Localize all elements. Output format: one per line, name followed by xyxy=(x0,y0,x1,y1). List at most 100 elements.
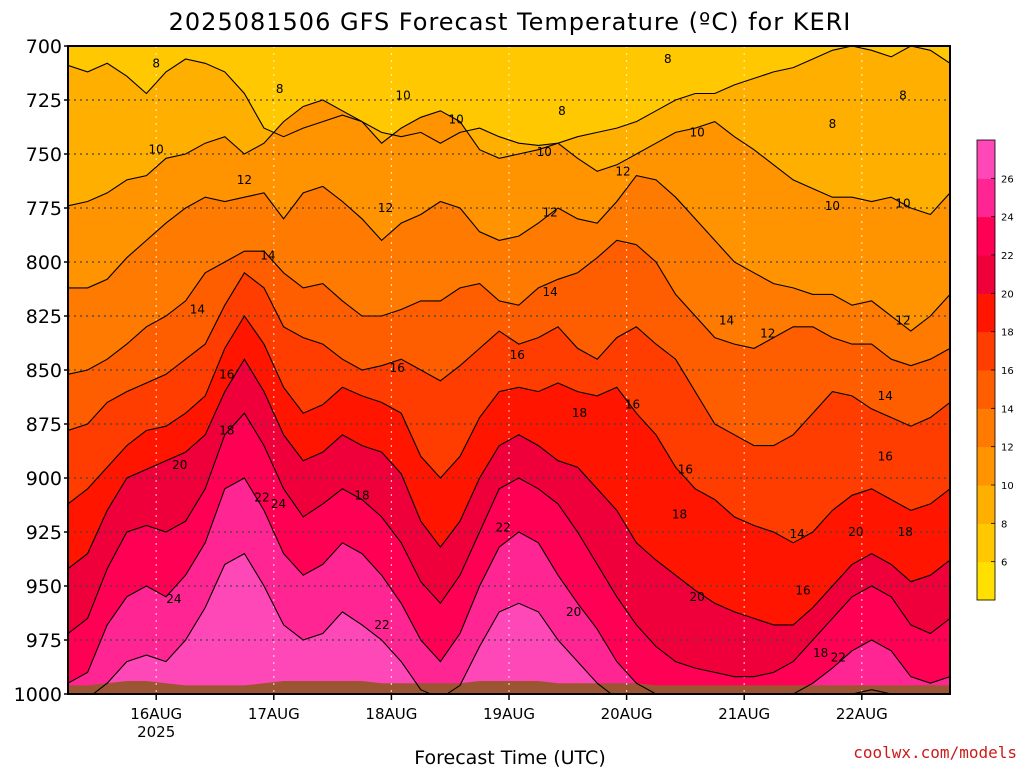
contour-label: 14 xyxy=(878,389,893,403)
contour-label: 20 xyxy=(172,458,187,472)
isotherm-8 xyxy=(68,46,950,146)
contour-label: 10 xyxy=(895,197,910,211)
colorbar-tick-label: 18 xyxy=(1001,328,1014,339)
contour-labels: 8 8 8 8 8 8 10 10 10 10 10 10 10 12 12 12 12 12 12 14 14 14 14… xyxy=(149,52,913,664)
chart-title: 2025081506 GFS Forecast Temperature (ºC)… xyxy=(169,8,852,36)
isotherm-20 xyxy=(68,358,950,626)
isotherm-26 xyxy=(92,552,894,694)
colorbar-swatch xyxy=(977,140,995,179)
colorbar-tick-label: 6 xyxy=(1001,558,1007,569)
contour-label: 16 xyxy=(795,583,810,597)
colorbar-swatch xyxy=(977,178,995,218)
terrain-surface xyxy=(68,681,950,694)
isotherm-24 xyxy=(68,477,950,694)
contour-label: 10 xyxy=(537,145,552,159)
isotherm-14 xyxy=(68,239,950,375)
temperature-fill xyxy=(68,46,950,694)
y-tick-label: 725 xyxy=(26,90,62,112)
contour-label: 14 xyxy=(789,527,804,541)
contour-label: 14 xyxy=(190,303,205,317)
contour-label: 8 xyxy=(152,56,160,70)
colorbar-tick-label: 14 xyxy=(1001,404,1014,415)
y-tick-label: 925 xyxy=(26,522,62,544)
credit-link[interactable]: coolwx.com/models xyxy=(853,743,1017,762)
colorbar-swatch xyxy=(977,485,995,524)
colorbar-tick-label: 20 xyxy=(1001,289,1014,300)
contour-label: 20 xyxy=(690,590,705,604)
y-tick-label: 900 xyxy=(26,468,62,490)
colorbar-swatch xyxy=(977,216,995,256)
contour-label: 10 xyxy=(396,89,411,103)
x-tick-label: 21AUG xyxy=(718,705,770,723)
contour-label: 8 xyxy=(829,117,837,131)
contour-label: 18 xyxy=(813,646,828,660)
contour-label: 10 xyxy=(448,112,463,126)
y-tick-label: 700 xyxy=(26,36,62,58)
colorbar-legend: 6 8 10 12 14 16 18 20 22 24 26 xyxy=(976,139,1014,601)
colorbar-swatch xyxy=(977,331,995,371)
colorbar-swatch xyxy=(977,408,995,448)
colorbar-swatch xyxy=(977,255,995,294)
colorbar-swatch xyxy=(977,370,995,409)
contour-label: 16 xyxy=(625,398,640,412)
x-tick-label: 19AUG xyxy=(483,705,535,723)
contour-label: 16 xyxy=(390,361,405,375)
contour-label: 22 xyxy=(374,618,389,632)
contour-label: 18 xyxy=(219,423,234,437)
contour-label: 12 xyxy=(543,205,558,219)
surface-fill xyxy=(68,681,950,694)
contour-label: 16 xyxy=(678,462,693,476)
contour-label: 22 xyxy=(495,521,510,535)
colorbar-tick-label: 10 xyxy=(1001,481,1014,492)
contour-label: 14 xyxy=(719,313,734,327)
contour-label: 12 xyxy=(615,164,630,178)
contour-label: 16 xyxy=(219,367,234,381)
contour-label: 14 xyxy=(260,249,275,263)
x-tick-label: 18AUG xyxy=(365,705,417,723)
colorbar-tick-label: 8 xyxy=(1001,519,1007,530)
x-tick-label: 22AUG xyxy=(836,705,888,723)
grid-lines xyxy=(68,46,950,694)
colorbar-swatch xyxy=(977,523,995,563)
contour-label: 12 xyxy=(378,201,393,215)
colorbar-tick-label: 26 xyxy=(1001,174,1014,185)
y-tick-label: 950 xyxy=(26,576,62,598)
x-tick-label: 20AUG xyxy=(601,705,653,723)
isotherm-16 xyxy=(68,271,950,447)
isotherm-lines xyxy=(68,46,950,694)
contour-label: 8 xyxy=(899,89,907,103)
contour-label: 12 xyxy=(895,313,910,327)
contour-label: 16 xyxy=(510,348,525,362)
isotherm-10 xyxy=(68,99,950,216)
colorbar-tick-label: 24 xyxy=(1001,213,1014,224)
contour-label: 12 xyxy=(237,173,252,187)
y-tick-label: 800 xyxy=(26,252,62,274)
y-tick-label: 850 xyxy=(26,360,62,382)
contour-label: 8 xyxy=(664,52,672,66)
contour-label: 18 xyxy=(898,525,913,539)
y-tick-label: 875 xyxy=(26,414,62,436)
contour-label: 8 xyxy=(558,104,566,118)
y-tick-label: 750 xyxy=(26,144,62,166)
colorbar-tick-label: 16 xyxy=(1001,366,1014,377)
y-tick-label: 775 xyxy=(26,198,62,220)
contour-label: 10 xyxy=(690,125,705,139)
contour-label: 14 xyxy=(543,285,558,299)
colorbar-swatch xyxy=(977,446,995,486)
x-tick-label: 17AUG xyxy=(248,705,300,723)
y-tick-label: 975 xyxy=(26,630,62,652)
isotherm-18 xyxy=(68,314,950,544)
contour-label: 18 xyxy=(572,406,587,420)
y-axis: 700 725 750 775 800 825 850 875 900 925 950 975 1000 xyxy=(14,36,68,706)
contour-label: 20 xyxy=(566,605,581,619)
contour-label: 24 xyxy=(271,497,286,511)
contour-label: 12 xyxy=(760,326,775,340)
contour-label: 22 xyxy=(831,650,846,664)
x-axis-label: Forecast Time (UTC) xyxy=(414,747,605,768)
x-tick-sublabel: 2025 xyxy=(137,723,175,741)
colorbar-tick-label: 12 xyxy=(1001,443,1014,454)
colorbar-tick-label: 22 xyxy=(1001,251,1014,262)
isotherm-12 xyxy=(68,174,950,332)
